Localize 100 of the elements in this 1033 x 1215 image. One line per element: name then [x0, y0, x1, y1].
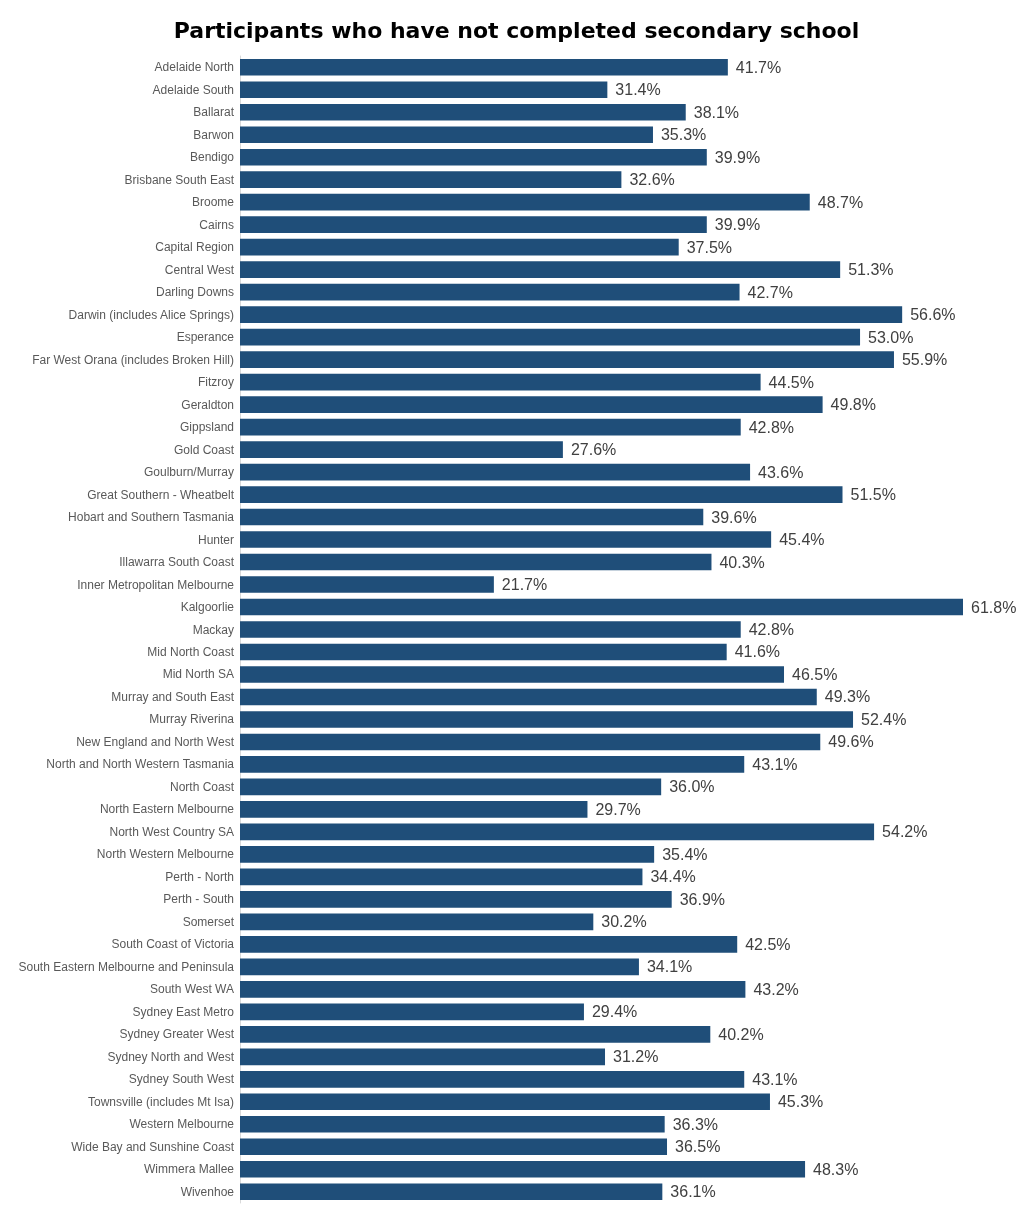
data-label: 44.5% [768, 373, 814, 391]
y-tick-label: Fitzroy [198, 375, 234, 390]
bar [240, 441, 563, 458]
bar [240, 1183, 663, 1201]
data-label: 31.4% [615, 81, 661, 99]
y-tick-label: Sydney South West [128, 1072, 235, 1087]
bar [240, 1160, 806, 1178]
data-label: 35.4% [662, 845, 708, 863]
y-tick-label: Broome [191, 195, 235, 210]
bar [240, 261, 841, 278]
data-label: 52.4% [861, 710, 907, 728]
bar [240, 1026, 711, 1043]
bar [240, 846, 655, 863]
y-tick-label: Gippsland [179, 420, 234, 435]
data-label: 34.1% [646, 958, 693, 976]
y-tick-label: Inner Metropolitan Melbourne [77, 577, 235, 592]
bar [240, 418, 741, 436]
bar [240, 508, 704, 526]
bar [240, 666, 784, 683]
bar [240, 193, 810, 211]
data-label: 41.7% [735, 58, 782, 76]
data-label: 51.3% [848, 261, 894, 279]
y-tick-label: North and North Western Tasmania [46, 757, 235, 772]
y-tick-label: Mid North SA [162, 667, 234, 682]
bar [240, 823, 875, 841]
bar [240, 643, 727, 661]
bar [240, 103, 686, 121]
y-tick-label: South West WA [149, 982, 234, 997]
y-tick-label: North West Country SA [109, 824, 234, 839]
y-tick-label: North Western Melbourne [96, 847, 235, 862]
bar [240, 711, 854, 728]
bar [240, 306, 903, 323]
bar [240, 801, 588, 818]
data-label: 31.2% [613, 1048, 659, 1066]
bar [240, 936, 738, 953]
y-tick-label: Goulburn/Murray [143, 465, 234, 480]
y-tick-label: Sydney North and West [107, 1049, 235, 1064]
bar [240, 913, 594, 931]
data-label: 29.7% [595, 800, 641, 818]
y-tick-label: Far West Orana (includes Broken Hill) [32, 352, 234, 367]
bar [240, 283, 740, 301]
bar [240, 58, 728, 76]
bar [240, 81, 608, 99]
y-tick-label: Wimmera Mallee [143, 1162, 235, 1177]
y-tick-label: Somerset [182, 914, 235, 929]
bar [240, 1048, 606, 1066]
data-label: 43.1% [752, 755, 798, 773]
bar [240, 171, 622, 189]
y-tick-label: Wide Bay and Sunshine Coast [71, 1139, 235, 1154]
y-tick-label: Ballarat [193, 105, 235, 120]
bar [240, 148, 707, 166]
data-label: 21.7% [501, 576, 548, 594]
data-label: 45.3% [777, 1093, 824, 1111]
y-tick-label: Central West [164, 262, 235, 277]
y-tick-label: Kalgoorlie [180, 600, 235, 615]
data-label: 39.6% [711, 508, 757, 526]
bar [240, 216, 707, 233]
y-tick-label: Adelaide North [154, 60, 234, 75]
y-tick-label: Sydney East Metro [132, 1004, 235, 1019]
y-tick-label: South Eastern Melbourne and Peninsula [18, 959, 235, 974]
y-tick-label: New England and North West [76, 734, 235, 749]
bar [240, 958, 639, 976]
bar [240, 531, 772, 548]
bar [240, 1138, 668, 1156]
y-tick-label: Geraldton [181, 397, 234, 412]
data-label: 36.3% [672, 1115, 719, 1133]
data-label: 41.6% [734, 643, 781, 661]
bar [240, 1093, 770, 1111]
data-label: 49.6% [828, 733, 874, 751]
y-tick-label: Perth - South [163, 892, 234, 907]
bar [240, 981, 746, 998]
data-label: 49.8% [830, 396, 876, 414]
bar [240, 238, 679, 256]
data-label: 53.0% [868, 328, 914, 346]
data-label: 30.2% [601, 913, 647, 931]
y-tick-label: Wivenhoe [180, 1184, 235, 1199]
data-label: 36.5% [675, 1138, 721, 1156]
y-tick-label: Brisbane South East [124, 172, 235, 187]
y-tick-label: Capital Region [155, 240, 234, 255]
bar [240, 688, 817, 706]
data-label: 37.5% [686, 238, 733, 256]
y-tick-label: Perth - North [165, 869, 234, 884]
data-label: 38.1% [693, 103, 740, 121]
data-label: 36.0% [669, 778, 715, 796]
data-label: 42.8% [748, 621, 795, 638]
data-label: 39.9% [714, 216, 761, 234]
bar [240, 351, 894, 368]
y-tick-label: Illawarra South Coast [119, 555, 235, 570]
data-label: 56.6% [910, 306, 956, 324]
y-tick-label: Adelaide South [152, 82, 234, 97]
bar [240, 621, 741, 638]
y-tick-label: Mid North Coast [147, 644, 235, 659]
y-tick-label: North Coast [169, 779, 235, 794]
data-label: 42.8% [748, 418, 795, 436]
y-tick-label: Gold Coast [173, 442, 235, 457]
bar [240, 553, 712, 571]
data-label: 36.9% [679, 890, 726, 908]
data-label: 36.1% [670, 1183, 716, 1201]
y-tick-label: Darwin (includes Alice Springs) [68, 307, 234, 322]
bar [240, 891, 672, 908]
